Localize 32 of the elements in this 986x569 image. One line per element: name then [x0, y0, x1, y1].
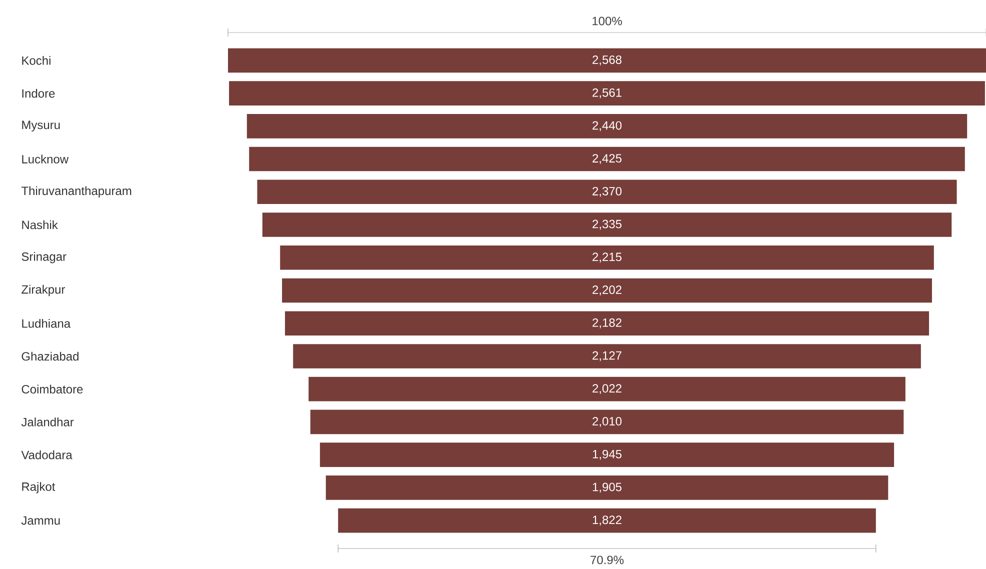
text: 70.9% [590, 556, 624, 564]
category-label: Srinagar [22, 252, 66, 264]
category-label: Zirakpur [22, 284, 66, 296]
data-label: 2,022 [592, 384, 622, 394]
data-label: 2,202 [592, 286, 622, 296]
category-label: Jammu [21, 516, 60, 525]
data-label: 1,945 [592, 450, 622, 460]
data-label: 2,335 [592, 220, 622, 230]
category-label: Thiruvananthapuram [21, 186, 132, 198]
category-label: Rajkot [22, 482, 56, 494]
data-label: 1,822 [592, 516, 622, 526]
category-label: Ghaziabad [22, 352, 78, 361]
text: 100% [592, 16, 622, 26]
category-label: Vadodara [21, 450, 72, 460]
data-label: 2,127 [592, 351, 622, 362]
data-label: 1,905 [592, 482, 622, 493]
data-label: 2,425 [592, 154, 622, 164]
category-label: Jalandhar [21, 418, 74, 426]
data-label: 2,215 [592, 252, 622, 263]
category-label: Coimbatore [22, 384, 83, 394]
data-label: 2,010 [592, 417, 622, 427]
category-label: Ludhiana [22, 318, 71, 328]
category-label: Lucknow [22, 154, 69, 164]
category-label: Nashik [22, 220, 58, 230]
data-label: 2,182 [592, 318, 622, 328]
data-label: 2,370 [592, 186, 622, 197]
category-label: Mysuru [22, 120, 60, 132]
data-label: 2,440 [592, 121, 622, 132]
category-label: Kochi [22, 56, 50, 65]
category-label: Indore [22, 88, 55, 98]
data-label: 2,568 [592, 55, 622, 66]
data-label: 2,561 [592, 88, 622, 98]
